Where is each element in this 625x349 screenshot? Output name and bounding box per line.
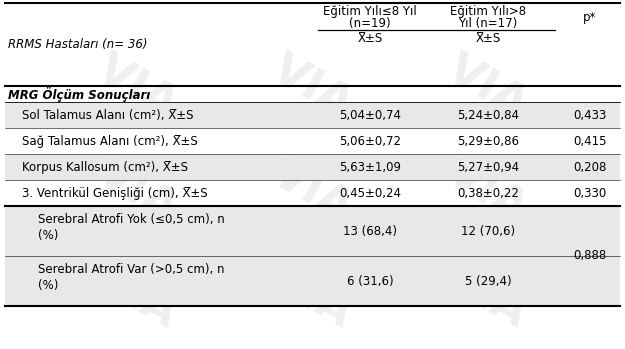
Text: Serebral Atrofi Var (>0,5 cm), n: Serebral Atrofi Var (>0,5 cm), n [38,262,224,275]
Text: Korpus Kallosum (cm²), X̅±S: Korpus Kallosum (cm²), X̅±S [22,161,188,173]
Text: (n=19): (n=19) [349,16,391,30]
Text: 5,29±0,86: 5,29±0,86 [457,134,519,148]
Text: 5,63±1,09: 5,63±1,09 [339,161,401,173]
Text: 12 (70,6): 12 (70,6) [461,224,515,238]
Text: 5,24±0,84: 5,24±0,84 [457,109,519,121]
Text: Eğitim Yılı>8: Eğitim Yılı>8 [450,6,526,18]
Text: X̅±S: X̅±S [476,32,501,45]
Text: 0,433: 0,433 [573,109,607,121]
Text: 6 (31,6): 6 (31,6) [347,275,393,288]
Text: 3. Ventrikül Genişliği (cm), X̅±S: 3. Ventrikül Genişliği (cm), X̅±S [22,186,208,200]
Text: VIA: VIA [89,152,186,232]
Text: 0,888: 0,888 [573,250,607,262]
Text: VIA: VIA [439,152,536,232]
Bar [5,102,620,128]
Text: VIA: VIA [264,152,361,232]
Text: 5 (29,4): 5 (29,4) [465,275,511,288]
Text: Sol Talamus Alanı (cm²), X̅±S: Sol Talamus Alanı (cm²), X̅±S [22,109,194,121]
Text: VIA: VIA [89,47,186,127]
Text: (%): (%) [38,229,58,242]
Text: 0,38±0,22: 0,38±0,22 [457,186,519,200]
Text: Serebral Atrofi Yok (≤0,5 cm), n: Serebral Atrofi Yok (≤0,5 cm), n [38,213,225,225]
Text: X̅±S: X̅±S [357,32,382,45]
Bar [5,206,620,306]
Text: VIA: VIA [439,257,536,337]
Text: MRG Ölçüm Sonuçları: MRG Ölçüm Sonuçları [8,87,150,102]
Text: Eğitim Yılı≤8 Yıl: Eğitim Yılı≤8 Yıl [323,6,417,18]
Text: p*: p* [583,10,597,23]
Text: 0,330: 0,330 [573,186,607,200]
Text: 0,208: 0,208 [573,161,607,173]
Text: VIA: VIA [264,47,361,127]
Text: VIA: VIA [89,257,186,337]
Text: VIA: VIA [439,47,536,127]
Text: Sağ Talamus Alanı (cm²), X̅±S: Sağ Talamus Alanı (cm²), X̅±S [22,134,198,148]
Text: 0,415: 0,415 [573,134,607,148]
Text: VIA: VIA [264,257,361,337]
Text: 0,45±0,24: 0,45±0,24 [339,186,401,200]
Text: Yıl (n=17): Yıl (n=17) [458,16,518,30]
Text: (%): (%) [38,279,58,291]
Text: 5,27±0,94: 5,27±0,94 [457,161,519,173]
Text: 13 (68,4): 13 (68,4) [343,224,397,238]
Text: 5,06±0,72: 5,06±0,72 [339,134,401,148]
Text: 5,04±0,74: 5,04±0,74 [339,109,401,121]
Bar [5,154,620,180]
Text: RRMS Hastaları (n= 36): RRMS Hastaları (n= 36) [8,38,147,51]
